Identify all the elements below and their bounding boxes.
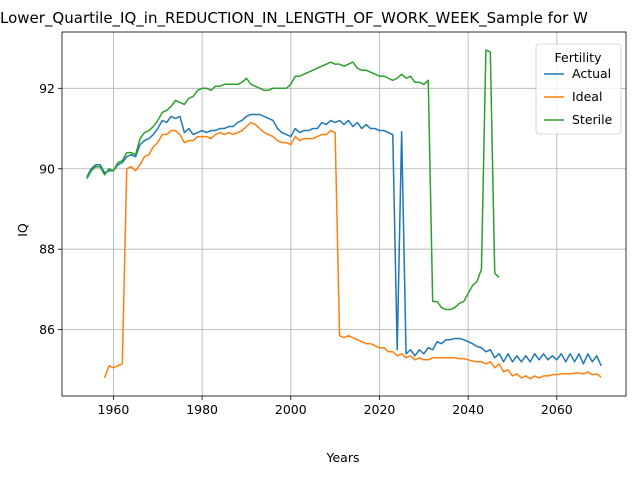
y-axis-ticks: 86 88 90 92 — [39, 81, 62, 337]
y-axis-label: IQ — [15, 223, 30, 237]
x-tick-label: 2060 — [541, 402, 573, 417]
x-tick-label: 2000 — [275, 402, 307, 417]
x-tick-label: 2040 — [452, 402, 484, 417]
x-tick-label: 2020 — [364, 402, 396, 417]
x-axis-label: Years — [326, 450, 360, 465]
legend-box — [535, 43, 622, 135]
y-tick-label: 88 — [39, 242, 55, 257]
legend: Fertility Actual Ideal Sterile — [535, 43, 622, 135]
plot-area-frame — [61, 31, 627, 397]
series-line-actual — [86, 113, 602, 367]
series-lines — [86, 49, 602, 380]
x-axis-ticks: 1960 1980 2000 2020 2040 2060 — [98, 396, 573, 417]
legend-label-actual: Actual — [572, 66, 611, 81]
chart-title: Lower_Quartile_IQ_in_REDUCTION_IN_LENGTH… — [0, 9, 588, 28]
series-line-sterile — [86, 49, 500, 311]
y-tick-label: 86 — [39, 322, 55, 337]
x-tick-label: 1960 — [98, 402, 130, 417]
legend-label-sterile: Sterile — [572, 112, 613, 127]
series-line-ideal — [103, 121, 602, 380]
y-tick-label: 92 — [39, 81, 55, 96]
legend-title: Fertility — [555, 50, 603, 65]
y-tick-label: 90 — [39, 161, 55, 176]
x-tick-label: 1980 — [186, 402, 218, 417]
grid — [62, 32, 626, 396]
legend-label-ideal: Ideal — [572, 89, 602, 104]
